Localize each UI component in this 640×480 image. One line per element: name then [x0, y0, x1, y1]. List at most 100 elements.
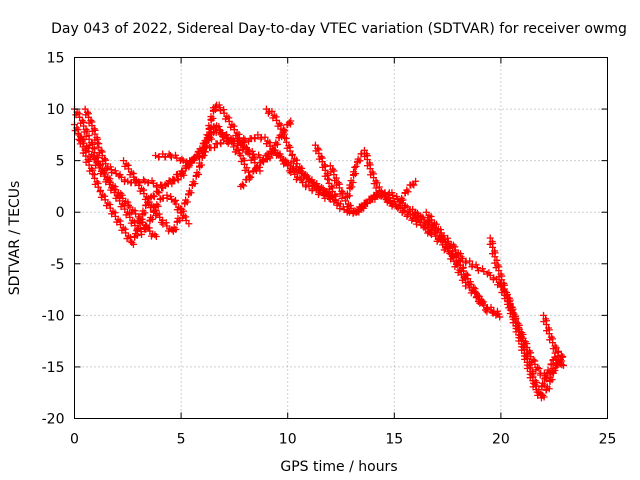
data-point: [547, 360, 555, 368]
data-point: [212, 129, 220, 137]
data-point: [491, 253, 499, 261]
data-point: [231, 148, 239, 156]
data-point: [112, 194, 120, 202]
data-point: [81, 145, 89, 153]
data-point: [102, 178, 110, 186]
data-point: [371, 195, 379, 203]
data-point: [222, 115, 230, 123]
data-point: [108, 210, 116, 218]
y-axis-label: SDTVAR / TECUs: [7, 181, 23, 296]
data-point: [405, 207, 413, 215]
data-point: [468, 263, 476, 271]
data-point: [136, 187, 144, 195]
series-track-12: [412, 208, 504, 321]
data-point: [144, 224, 152, 232]
series-track-4: [81, 105, 295, 191]
data-point: [413, 213, 421, 221]
data-point: [161, 181, 169, 189]
data-point: [72, 111, 80, 119]
grid-lines: [74, 57, 608, 419]
data-point: [154, 188, 162, 196]
data-point: [427, 230, 435, 238]
data-point: [474, 267, 482, 275]
data-point: [122, 211, 130, 219]
data-point: [149, 179, 157, 187]
data-point: [539, 379, 547, 387]
data-point: [408, 216, 416, 224]
data-point: [319, 185, 327, 193]
data-point: [316, 187, 324, 195]
data-point: [107, 186, 115, 194]
data-point: [76, 137, 84, 145]
data-point: [128, 239, 136, 247]
series-track-11: [343, 146, 420, 212]
data-point: [141, 177, 149, 185]
data-point: [253, 163, 261, 171]
data-point: [136, 216, 144, 224]
data-point: [179, 168, 186, 176]
data-point: [152, 151, 160, 159]
data-point: [155, 153, 163, 161]
data-point: [403, 186, 411, 194]
data-point: [393, 203, 401, 211]
data-point: [355, 208, 363, 216]
data-point: [241, 136, 249, 144]
y-tick-label: -20: [42, 412, 65, 428]
data-point: [113, 218, 121, 226]
series-track-13: [422, 208, 567, 383]
data-point: [413, 220, 421, 228]
y-tick-label: 10: [47, 102, 65, 118]
data-point: [97, 170, 105, 178]
data-point: [486, 234, 494, 242]
data-point: [260, 158, 268, 166]
data-point: [352, 163, 360, 171]
data-point: [480, 301, 488, 309]
data-point: [462, 259, 470, 267]
data-point: [103, 165, 111, 173]
data-point: [141, 195, 149, 203]
data-point: [227, 123, 235, 131]
data-point: [240, 135, 248, 143]
data-point: [147, 213, 155, 221]
data-point: [108, 169, 116, 177]
data-point: [182, 196, 190, 204]
data-point: [97, 193, 105, 201]
data-point: [247, 173, 255, 181]
data-point: [347, 177, 355, 185]
data-point: [241, 166, 249, 174]
data-point: [489, 243, 497, 251]
data-point: [343, 190, 351, 198]
data-point: [372, 184, 380, 192]
data-point: [480, 268, 488, 276]
data-point: [258, 157, 266, 165]
series-track-15: [503, 291, 562, 398]
data-point: [179, 157, 187, 165]
x-tick-label: 5: [177, 432, 186, 448]
data-point: [308, 187, 316, 195]
data-point: [245, 168, 253, 176]
data-point: [339, 189, 347, 197]
data-point: [299, 179, 307, 187]
data-point: [155, 189, 163, 197]
data-point: [325, 194, 333, 202]
data-point: [300, 174, 308, 182]
x-tick-labels: 0 5 10 15 20 25: [70, 432, 616, 448]
data-point: [354, 207, 362, 215]
data-point: [432, 220, 440, 228]
data-point: [127, 219, 135, 227]
y-tick-labels: -20 -15 -10 -5 0 5 10 15: [42, 51, 65, 428]
x-tick-label: 25: [599, 432, 617, 448]
data-point: [262, 140, 270, 148]
data-point: [196, 159, 204, 167]
plot-frame: [74, 57, 608, 419]
data-point: [124, 177, 132, 185]
data-point: [167, 153, 175, 161]
data-point: [489, 309, 497, 317]
data-point: [560, 361, 568, 369]
data-point: [272, 139, 280, 147]
data-point: [320, 190, 328, 198]
data-point: [459, 255, 467, 263]
data-point: [420, 222, 428, 230]
data-point: [170, 224, 178, 232]
series-track-9: [311, 141, 435, 237]
